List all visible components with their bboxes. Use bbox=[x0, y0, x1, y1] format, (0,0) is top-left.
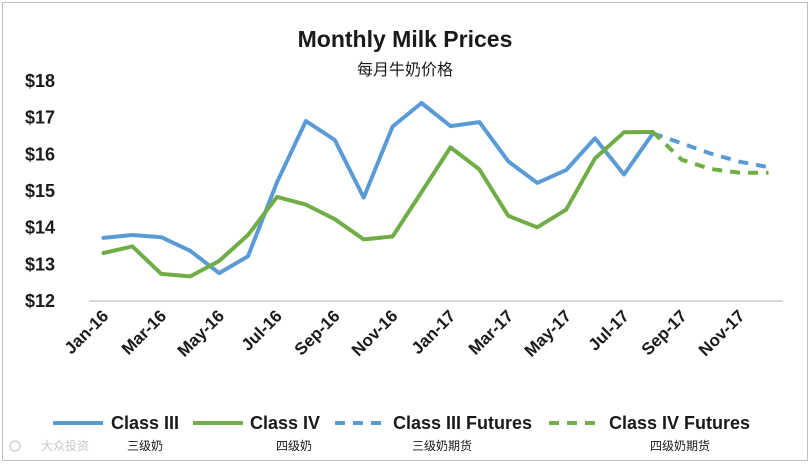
chart-subtitle: 每月牛奶价格 bbox=[357, 60, 453, 79]
legend-label-class-iii-futures: Class III Futures bbox=[393, 413, 532, 433]
legend-label-class-iv-futures: Class IV Futures bbox=[609, 413, 750, 433]
chart-title: Monthly Milk Prices bbox=[298, 26, 513, 52]
series-line-class-iii-futures bbox=[652, 131, 769, 170]
legend-label-class-iv: Class IV bbox=[250, 413, 320, 433]
y-tick-label: $18 bbox=[25, 71, 55, 91]
x-tick-label: Sep-16 bbox=[291, 306, 344, 359]
x-tick-label: Sep-17 bbox=[638, 306, 691, 359]
watermark-text: 大众投资 bbox=[41, 438, 89, 453]
x-axis-ticks: Jan-16 Mar-16 May-16 Jul-16 Sep-16 Nov-16 Jan-… bbox=[61, 306, 749, 360]
x-tick-label: Nov-16 bbox=[348, 306, 402, 360]
y-axis-ticks: $12 $13 $14 $15 $16 $17 $18 bbox=[25, 71, 55, 311]
x-tick-label: Mar-17 bbox=[465, 306, 517, 358]
legend: Class III 三级奶 Class IV 四级奶 Class III Futures… bbox=[53, 413, 750, 453]
series-line-class-iv bbox=[101, 130, 655, 279]
legend-label-class-iii: Class III bbox=[111, 413, 179, 433]
y-tick-label: $15 bbox=[25, 181, 55, 201]
series-lines bbox=[101, 101, 769, 279]
x-tick-label: May-17 bbox=[521, 306, 575, 360]
legend-label-cn-class-iii-futures: 三级奶期货 bbox=[412, 438, 472, 453]
x-tick-label: Mar-16 bbox=[118, 306, 170, 358]
x-tick-label: Jul-17 bbox=[585, 306, 633, 354]
legend-label-cn-class-iv-futures: 四级奶期货 bbox=[650, 438, 710, 453]
x-tick-label: May-16 bbox=[174, 306, 228, 360]
y-tick-label: $17 bbox=[25, 108, 55, 128]
legend-label-cn-class-iii: 三级奶 bbox=[127, 439, 163, 453]
y-tick-label: $16 bbox=[25, 144, 55, 164]
x-tick-label: Jan-17 bbox=[408, 306, 460, 358]
watermark-logo: 大众投资 bbox=[9, 438, 89, 453]
y-tick-label: $12 bbox=[25, 291, 55, 311]
x-tick-label: Nov-17 bbox=[695, 306, 749, 360]
x-tick-label: Jul-16 bbox=[238, 306, 286, 354]
y-tick-label: $14 bbox=[25, 218, 55, 238]
milk-price-chart: Monthly Milk Prices 每月牛奶价格 $12$13$14$15$… bbox=[9, 26, 783, 453]
legend-label-cn-class-iv: 四级奶 bbox=[276, 439, 312, 453]
y-tick-label: $13 bbox=[25, 254, 55, 274]
series-line-class-iii bbox=[101, 101, 655, 276]
x-tick-label: Jan-16 bbox=[61, 306, 113, 358]
series-line-class-iv-futures bbox=[651, 130, 769, 175]
